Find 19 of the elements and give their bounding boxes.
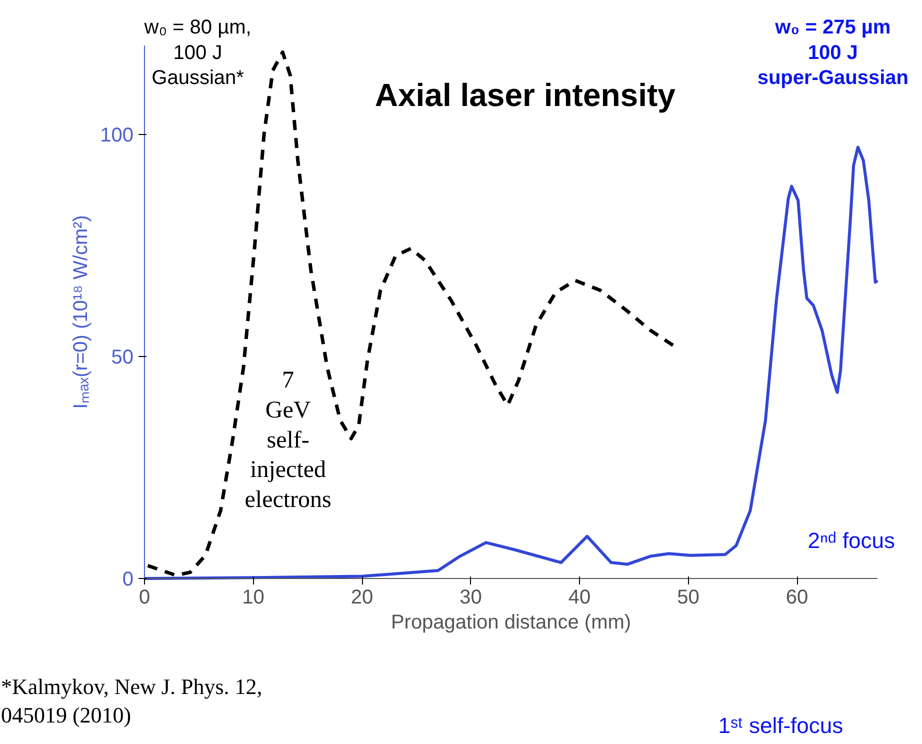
- x-tick-label: 50: [677, 586, 700, 608]
- text: Axial laser intensity: [374, 77, 676, 114]
- annotation: 7 GeV self- injected electrons: [244, 368, 332, 514]
- y-axis-title: Iₘₐₓ(r=0) (10¹⁸ W/cm²): [70, 215, 92, 409]
- y-tick-label: 0: [122, 568, 134, 590]
- x-tick-label: 60: [786, 586, 808, 608]
- x-tick-label: 30: [460, 586, 482, 608]
- text: 1ˢᵗ self-focus: [718, 713, 844, 738]
- x-axis-title: Propagation distance (mm): [390, 612, 632, 634]
- y-tick-label: 100: [100, 124, 134, 146]
- annotation: 2ⁿᵈ focus: [808, 528, 896, 553]
- annotation: w₀ = 275 µm 100 J super-Gaussian: [757, 16, 908, 90]
- x-tick-label: 10: [242, 586, 264, 608]
- annotation: w₀ = 80 µm, 100 J Gaussian*: [143, 16, 252, 90]
- x-tick-label: 20: [350, 586, 374, 608]
- x-tick-label: 40: [568, 586, 591, 608]
- x-tick-label: 0: [138, 586, 150, 608]
- text: *Kalmykov, New J. Phys. 12, 045019 (2010): [0, 674, 262, 728]
- y-tick-label: 50: [111, 346, 134, 368]
